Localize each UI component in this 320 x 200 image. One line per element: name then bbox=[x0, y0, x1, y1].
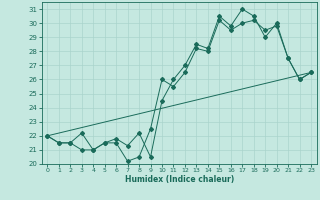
X-axis label: Humidex (Indice chaleur): Humidex (Indice chaleur) bbox=[124, 175, 234, 184]
